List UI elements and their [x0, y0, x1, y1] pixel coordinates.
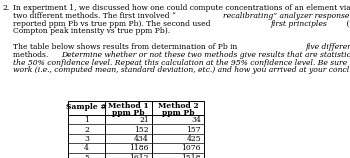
Text: five different SRMs: five different SRMs: [306, 43, 350, 51]
Text: ppm Pb: ppm Pb: [162, 109, 194, 117]
Text: first principles: first principles: [271, 20, 328, 28]
Text: ppm Pb: ppm Pb: [112, 109, 145, 117]
Text: methods.: methods.: [13, 51, 51, 59]
Bar: [68, 101, 204, 158]
Text: In experiment 1, we discussed how one could compute concentrations of an element: In experiment 1, we discussed how one co…: [13, 4, 350, 12]
Text: The table below shows results from determination of Pb in: The table below shows results from deter…: [13, 43, 240, 51]
Text: reported ppm Pb vs true ppm Pb). The second used: reported ppm Pb vs true ppm Pb). The sec…: [13, 20, 213, 28]
Text: two different methods. The first involved “: two different methods. The first involve…: [13, 12, 176, 20]
Text: 157: 157: [186, 125, 201, 134]
Text: Sample #: Sample #: [66, 103, 107, 111]
Text: Determine whether or not these two methods give results that are statistically e: Determine whether or not these two metho…: [62, 51, 350, 59]
Text: (plotting Pb Lβ intensity /: (plotting Pb Lβ intensity /: [344, 20, 350, 28]
Text: 1186: 1186: [130, 145, 149, 152]
Text: the 50% confidence level. Repeat this calculation at the 95% confidence level. B: the 50% confidence level. Repeat this ca…: [13, 59, 350, 67]
Text: work (i.e., computed mean, standard deviation, etc.) and how you arrived at your: work (i.e., computed mean, standard devi…: [13, 66, 350, 74]
Text: 2: 2: [84, 125, 89, 134]
Text: recalibrating” analyzer response: recalibrating” analyzer response: [223, 12, 350, 20]
Text: 1612: 1612: [130, 154, 149, 158]
Text: 1: 1: [84, 116, 89, 124]
Text: 152: 152: [134, 125, 149, 134]
Text: 2.: 2.: [2, 4, 9, 12]
Text: 425: 425: [186, 135, 201, 143]
Text: 34: 34: [191, 116, 201, 124]
Text: Method 1: Method 1: [108, 103, 149, 110]
Text: 5: 5: [84, 154, 89, 158]
Text: 1518: 1518: [182, 154, 201, 158]
Text: 4: 4: [84, 145, 89, 152]
Text: Method 2: Method 2: [158, 103, 198, 110]
Text: 1076: 1076: [182, 145, 201, 152]
Text: 3: 3: [84, 135, 89, 143]
Text: 21: 21: [139, 116, 149, 124]
Text: 434: 434: [134, 135, 149, 143]
Text: Compton peak intensity vs true ppm Pb).: Compton peak intensity vs true ppm Pb).: [13, 27, 170, 35]
